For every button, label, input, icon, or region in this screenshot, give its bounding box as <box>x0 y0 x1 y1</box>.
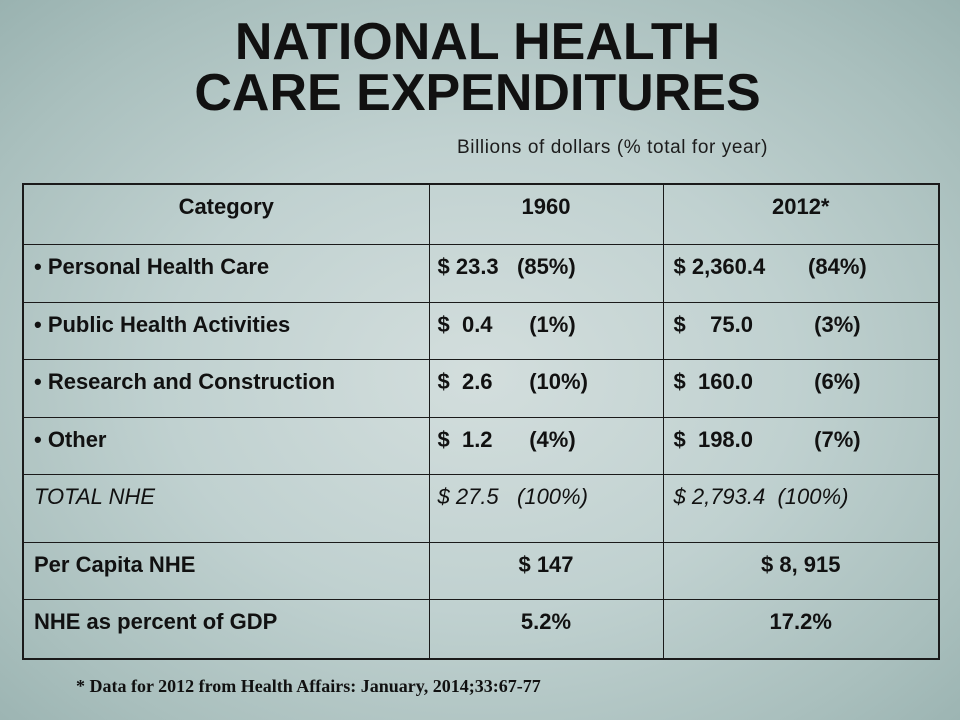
table-row: • Personal Health Care $ 23.3 (85%) $ 2,… <box>22 243 940 303</box>
table-row: • Public Health Activities $ 0.4 (1%) $ … <box>22 301 940 360</box>
value-2012: $ 2,360.4 (84%) <box>662 243 940 303</box>
row-label: TOTAL NHE <box>22 473 430 543</box>
value-2012: $ 160.0 (6%) <box>662 358 940 418</box>
value-1960: $ 23.3 (85%) <box>428 243 664 303</box>
table-row: Per Capita NHE $ 147 $ 8, 915 <box>22 541 940 600</box>
expenditures-table: Category 1960 2012* • Personal Health Ca… <box>22 183 940 660</box>
header-2012: 2012* <box>662 183 940 245</box>
row-label: Per Capita NHE <box>22 541 430 600</box>
value-1960: $ 147 <box>428 541 664 600</box>
value-2012: $ 75.0 (3%) <box>662 301 940 360</box>
value-2012: 17.2% <box>662 598 940 660</box>
title-line-2: CARE EXPENDITURES <box>194 64 761 122</box>
row-label: • Research and Construction <box>22 358 430 418</box>
value-1960: 5.2% <box>428 598 664 660</box>
slide-title: NATIONAL HEALTH CARE EXPENDITURES <box>0 13 955 122</box>
table-units-subtitle: Billions of dollars (% total for year) <box>457 137 769 158</box>
table-header-row: Category 1960 2012* <box>22 183 940 245</box>
value-1960: $ 1.2 (4%) <box>428 416 664 475</box>
value-2012: $ 198.0 (7%) <box>662 416 940 475</box>
value-1960: $ 0.4 (1%) <box>428 301 664 360</box>
value-1960: $ 27.5 (100%) <box>428 473 664 543</box>
table-row: • Other $ 1.2 (4%) $ 198.0 (7%) <box>22 416 940 475</box>
row-label: • Public Health Activities <box>22 301 430 360</box>
header-1960: 1960 <box>428 183 664 245</box>
value-2012: $ 8, 915 <box>662 541 940 600</box>
header-category: Category <box>22 183 430 245</box>
table-row: NHE as percent of GDP 5.2% 17.2% <box>22 598 940 660</box>
row-label: NHE as percent of GDP <box>22 598 430 660</box>
table-row: • Research and Construction $ 2.6 (10%) … <box>22 358 940 418</box>
source-footnote: * Data for 2012 from Health Affairs: Jan… <box>76 676 541 696</box>
table-row-total: TOTAL NHE $ 27.5 (100%) $ 2,793.4 (100%) <box>22 473 940 543</box>
value-1960: $ 2.6 (10%) <box>428 358 664 418</box>
row-label: • Other <box>22 416 430 475</box>
value-2012: $ 2,793.4 (100%) <box>662 473 940 543</box>
title-line-1: NATIONAL HEALTH <box>234 13 721 71</box>
row-label: • Personal Health Care <box>22 243 430 303</box>
